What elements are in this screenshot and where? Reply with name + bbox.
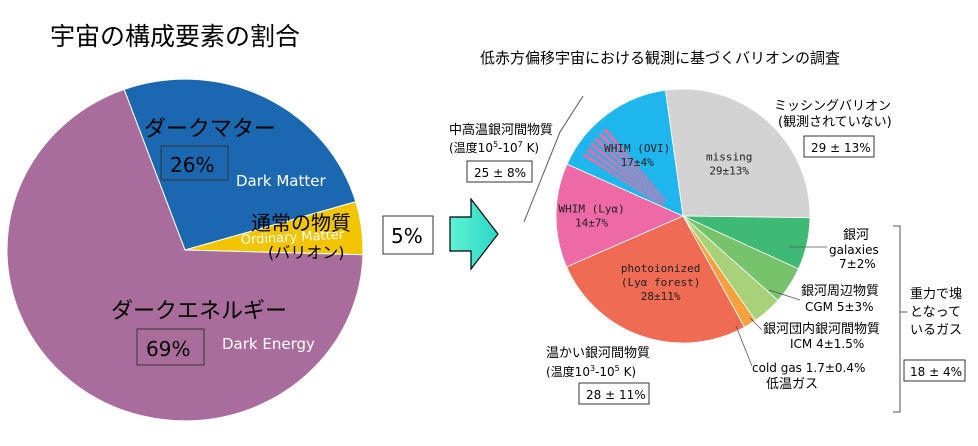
missing-label-sub: (観測されていない)	[778, 115, 892, 130]
ordinary-matter-label-ja: 通常の物質	[251, 211, 351, 235]
galaxies-val: 7±2%	[839, 257, 876, 271]
whim-group-box	[466, 160, 533, 183]
ordinary-matter-value-box	[382, 215, 434, 255]
right-pie-slice-label: 17±4%	[621, 156, 654, 169]
coldgas-en: cold gas 1.7±0.4%	[752, 361, 865, 375]
whim-hatch-stripe	[594, 137, 665, 203]
left-pie	[6, 78, 364, 422]
ordinary-matter-label-sub: (バリオン)	[268, 243, 345, 262]
right-pie-slice-label: WHIM (Lyα)	[558, 203, 624, 216]
bound-bracket	[893, 225, 901, 413]
whim-hatch-stripe	[590, 142, 664, 205]
whim-group-box-text: 25 ± 8%	[474, 166, 526, 180]
missing-box-text: 29 ± 13%	[811, 141, 871, 155]
right-pie-slice-label: (Lyα forest)	[621, 276, 700, 289]
ordinary-matter-value: 5%	[391, 224, 423, 248]
right-pie-slice-label: missing	[706, 151, 752, 164]
right-pie-slice-label: 29±13%	[709, 165, 749, 178]
ordinary-matter-label-en: Ordinary Matter	[240, 228, 345, 248]
dark-energy-value-box	[136, 328, 205, 366]
dark-matter-label-en: Dark Matter	[236, 172, 326, 190]
photoionized-box	[578, 382, 650, 405]
photoionized-label: 温かい銀河間物質	[546, 346, 650, 361]
dark-matter-label-ja: ダークマター	[144, 117, 276, 142]
dark-energy-value: 69%	[146, 337, 190, 361]
right-pie-slice-0	[664, 88, 811, 219]
icm-en: ICM 4±1.5%	[790, 337, 864, 351]
left-chart-title: 宇宙の構成要素の割合	[50, 22, 300, 51]
dark-matter-value-box	[160, 145, 229, 181]
whim-hatch-stripe	[586, 147, 664, 206]
dark-matter-value: 26%	[170, 153, 214, 177]
whim-group-label: 中高温銀河間物質	[449, 122, 553, 138]
galaxies-ja: 銀河	[843, 228, 869, 243]
coldgas-ja: 低温ガス	[766, 377, 818, 392]
bound-box	[903, 359, 966, 382]
photoionized-box-text: 28 ± 11%	[586, 388, 646, 402]
missing-label: ミッシングバリオン	[774, 99, 891, 114]
bound-label-1: 重力で塊	[910, 286, 962, 302]
right-pie-slice-label: photoionized	[621, 262, 700, 275]
right-pie-slice-label: 14±7%	[575, 217, 608, 230]
cgm-ja: 銀河周辺物質	[801, 284, 879, 299]
whim-hatch-stripe	[582, 152, 663, 207]
whim-hatch-stripe	[603, 128, 667, 201]
whim-bracket	[523, 95, 584, 223]
missing-box	[803, 135, 875, 158]
right-chart-title: 低赤方偏移宇宙における観測に基づくバリオンの調査	[480, 49, 840, 67]
right-arrow-icon	[449, 197, 499, 271]
left-pie-slice-2	[6, 88, 364, 422]
bound-box-text: 18 ± 4%	[910, 365, 962, 379]
photoionized-temp: (温度103-105 K)	[546, 364, 636, 379]
icm-ja: 銀河団内銀河間物質	[763, 321, 880, 337]
right-pie-slice-6	[555, 163, 684, 268]
cgm-en: CGM 5±3%	[805, 300, 874, 314]
leader-lines	[735, 246, 827, 367]
whim-group-temp: (温度105-107 K)	[449, 140, 539, 155]
left-pie-slice-0	[123, 78, 357, 251]
galaxies-en: galaxies	[829, 243, 879, 257]
dark-energy-label-ja: ダークエネルギー	[111, 299, 287, 324]
dark-energy-label-en: Dark Energy	[222, 335, 315, 353]
right-pie-slice-label: WHIM (OVI)	[604, 142, 670, 155]
whim-hatch-stripe	[598, 132, 666, 202]
bound-label-3: いるガス	[910, 323, 962, 338]
bound-label-2: となって	[910, 305, 961, 320]
right-pie-slice-label: 28±11%	[641, 290, 681, 303]
